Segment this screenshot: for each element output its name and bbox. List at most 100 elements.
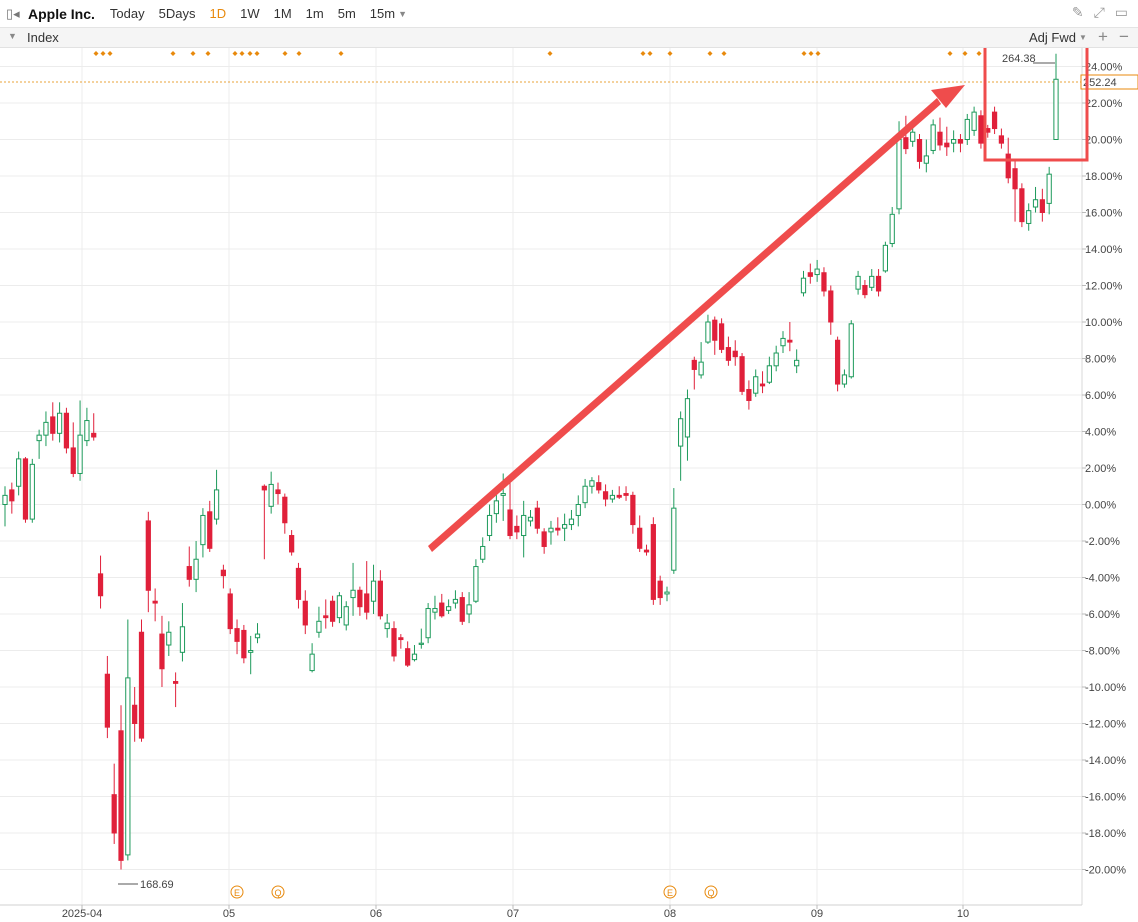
- candle: [104, 655, 110, 739]
- candle-body: [418, 642, 424, 645]
- candle-body: [678, 418, 684, 447]
- event-marker-label: E: [667, 888, 673, 898]
- timeframe-1min[interactable]: 1m: [305, 6, 324, 21]
- dividend-diamond: [205, 51, 211, 56]
- current-value-label: 252.24: [1083, 77, 1117, 89]
- candle-body: [1019, 188, 1025, 223]
- candle: [527, 509, 534, 527]
- min-label: 168.69: [118, 879, 174, 891]
- candle-body: [207, 511, 213, 549]
- y-tick-label: 10.00%: [1085, 317, 1123, 329]
- timeframe-5days[interactable]: 5Days: [158, 6, 196, 21]
- candle: [50, 402, 56, 441]
- candle-body: [698, 361, 704, 376]
- candle-body: [534, 507, 540, 529]
- candle-body: [541, 531, 547, 547]
- candle: [869, 269, 875, 291]
- candle: [466, 592, 472, 624]
- candle: [418, 628, 424, 649]
- candle: [91, 413, 97, 441]
- candle-body: [1005, 153, 1011, 179]
- candle-body: [459, 597, 465, 622]
- timeframe-5min[interactable]: 5m: [337, 6, 356, 21]
- dividend-diamond: [100, 51, 106, 56]
- collapse-panel-icon[interactable]: ▯◂: [6, 5, 20, 21]
- candle-body: [432, 608, 438, 613]
- timeframe-1w[interactable]: 1W: [240, 6, 260, 21]
- candle: [152, 588, 158, 622]
- candle-body: [637, 527, 643, 549]
- candle-body: [425, 608, 431, 639]
- candle-body: [227, 593, 233, 630]
- candle-body: [77, 434, 83, 474]
- candle-body: [1012, 168, 1018, 190]
- max-label: 264.38: [1002, 53, 1055, 65]
- y-tick-label: 8.00%: [1085, 354, 1116, 366]
- candle: [589, 477, 595, 494]
- candle: [118, 705, 124, 870]
- candle-body: [1032, 199, 1039, 208]
- candle-body: [445, 606, 452, 611]
- candle: [882, 241, 888, 273]
- candle-body: [439, 602, 445, 617]
- adjust-dropdown-icon[interactable]: ▼: [1079, 33, 1087, 42]
- candle: [493, 489, 499, 523]
- candle: [794, 349, 800, 374]
- candle: [678, 411, 684, 481]
- candle-body: [9, 489, 15, 502]
- collapse-index-icon[interactable]: ▼: [8, 31, 17, 41]
- candle-body: [1026, 210, 1032, 224]
- timeframe-1M[interactable]: 1M: [273, 6, 292, 21]
- dividend-diamond: [247, 51, 253, 56]
- candle-body: [493, 500, 499, 515]
- timeframe-1d[interactable]: 1D: [209, 6, 227, 21]
- event-marker[interactable]: [663, 885, 677, 899]
- candle-body: [480, 545, 486, 560]
- dividend-diamond: [647, 51, 653, 56]
- candle-body: [179, 626, 186, 653]
- candle: [343, 601, 349, 631]
- expand-right-icon[interactable]: ▭: [1114, 4, 1128, 20]
- y-tick-label: 24.00%: [1085, 62, 1123, 74]
- timeframe-dropdown-icon[interactable]: ▼: [398, 8, 407, 19]
- candle: [534, 500, 540, 534]
- candle: [766, 356, 772, 385]
- candle: [159, 615, 165, 687]
- dividend-diamond: [254, 51, 260, 56]
- zoom-out-icon[interactable]: −: [1119, 27, 1129, 46]
- adjust-mode[interactable]: Adj Fwd: [1029, 30, 1076, 45]
- candle: [562, 513, 568, 541]
- dividend-diamond: [107, 51, 113, 56]
- candle-body: [807, 272, 813, 277]
- candle-body: [903, 137, 909, 150]
- candle: [384, 614, 390, 638]
- candle: [9, 482, 15, 514]
- timeframe-15min[interactable]: 15m: [369, 6, 396, 21]
- candle-body: [841, 374, 848, 385]
- candle: [991, 106, 998, 135]
- candle-body: [316, 620, 322, 633]
- candle: [568, 509, 575, 531]
- event-marker[interactable]: [271, 885, 285, 899]
- zoom-in-icon[interactable]: +: [1098, 27, 1108, 46]
- candle: [718, 318, 725, 354]
- event-marker[interactable]: [230, 885, 244, 899]
- candle-body: [364, 593, 370, 613]
- candle: [132, 687, 138, 742]
- candle-body: [132, 704, 138, 724]
- candle: [145, 511, 151, 613]
- draw-pencil-icon[interactable]: ✎: [1071, 4, 1084, 20]
- y-tick-label: -14.00%: [1085, 755, 1126, 767]
- fullscreen-icon[interactable]: ⤢: [1093, 4, 1105, 20]
- dividend-diamond: [667, 51, 673, 56]
- candle-body: [855, 275, 861, 290]
- candle-body: [657, 580, 663, 599]
- candle-body: [466, 604, 472, 615]
- candle: [930, 119, 936, 155]
- candle-body: [562, 524, 568, 529]
- dividend-diamond: [962, 51, 968, 56]
- timeframe-today[interactable]: Today: [109, 6, 145, 21]
- dividend-diamond: [190, 51, 196, 56]
- event-marker[interactable]: [704, 885, 718, 899]
- dividend-diamond: [547, 51, 553, 56]
